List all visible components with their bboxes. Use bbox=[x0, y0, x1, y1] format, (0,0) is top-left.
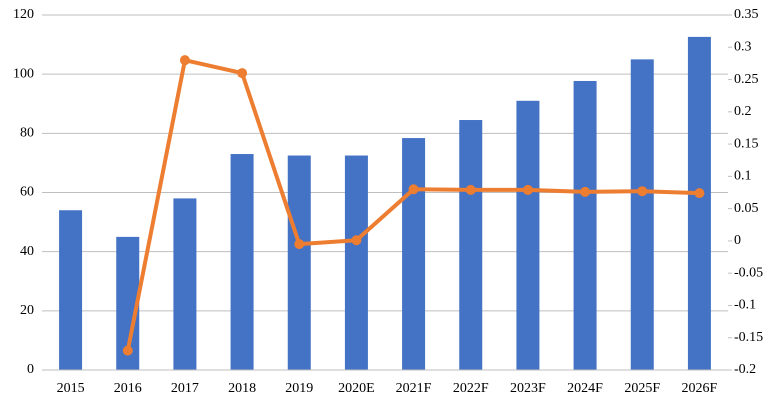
y-tick-label: 120 bbox=[13, 7, 34, 22]
line-point bbox=[179, 55, 190, 66]
y2-tick-label: 0.2 bbox=[734, 104, 752, 119]
y2-tick-label: -0.1 bbox=[734, 298, 756, 313]
line-point bbox=[408, 184, 419, 195]
line-point bbox=[294, 239, 305, 250]
y2-tick-label: -0.15 bbox=[734, 330, 763, 345]
bar bbox=[344, 155, 368, 370]
x-tick-label: 2023F bbox=[510, 381, 546, 396]
y2-tick-label: 0.35 bbox=[734, 7, 759, 22]
x-tick-label: 2020E bbox=[338, 381, 375, 396]
y2-tick-label: 0.15 bbox=[734, 136, 759, 151]
y-tick-label: 20 bbox=[20, 303, 34, 318]
bar bbox=[687, 36, 711, 371]
x-tick-label: 2017 bbox=[171, 381, 199, 396]
x-tick-label: 2022F bbox=[453, 381, 489, 396]
bar bbox=[459, 120, 483, 370]
bar bbox=[173, 198, 197, 370]
line-point bbox=[637, 186, 648, 197]
y2-tick-label: -0.05 bbox=[734, 265, 763, 280]
y-tick-label: 0 bbox=[27, 362, 34, 377]
x-tick-label: 2026F bbox=[682, 381, 718, 396]
line-point bbox=[580, 186, 591, 197]
bar bbox=[630, 59, 654, 370]
bar bbox=[516, 100, 540, 371]
y-tick-label: 80 bbox=[20, 126, 34, 141]
y2-tick-label: -0.2 bbox=[734, 362, 756, 377]
x-tick-label: 2016 bbox=[114, 381, 142, 396]
line-point bbox=[351, 235, 362, 246]
bar bbox=[402, 138, 426, 370]
bar bbox=[230, 154, 254, 370]
bar bbox=[287, 155, 311, 370]
line-point bbox=[122, 345, 133, 356]
line-point bbox=[237, 68, 248, 79]
bar bbox=[59, 210, 83, 370]
line-point bbox=[465, 184, 476, 195]
bar bbox=[573, 80, 597, 371]
bar bbox=[116, 236, 140, 370]
x-tick-label: 2019 bbox=[285, 381, 313, 396]
y2-tick-label: 0.1 bbox=[734, 169, 752, 184]
x-tick-label: 2024F bbox=[567, 381, 603, 396]
line-point bbox=[522, 184, 533, 195]
x-tick-label: 2015 bbox=[57, 381, 85, 396]
x-tick-label: 2021F bbox=[396, 381, 432, 396]
y2-tick-label: 0 bbox=[734, 233, 741, 248]
y2-tick-label: 0.05 bbox=[734, 201, 759, 216]
y-tick-label: 100 bbox=[13, 66, 34, 81]
y2-tick-label: 0.25 bbox=[734, 72, 759, 87]
line-point bbox=[694, 188, 705, 199]
y-tick-label: 60 bbox=[20, 185, 34, 200]
y-tick-label: 40 bbox=[20, 244, 34, 259]
y2-tick-label: 0.3 bbox=[734, 39, 752, 54]
x-tick-label: 2025F bbox=[624, 381, 660, 396]
x-tick-label: 2018 bbox=[228, 381, 256, 396]
